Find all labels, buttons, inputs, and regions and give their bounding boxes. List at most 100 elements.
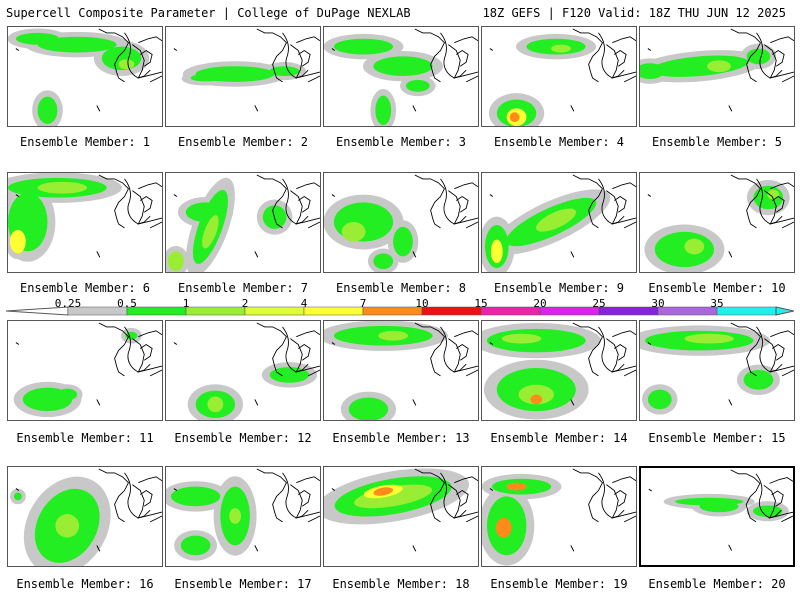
ensemble-member-panel[interactable] — [7, 320, 163, 421]
coastline — [763, 484, 782, 519]
map-mark — [96, 251, 101, 258]
coastline — [612, 365, 636, 373]
coastline — [282, 32, 297, 79]
ensemble-member-panel[interactable] — [7, 26, 163, 127]
map-mark — [331, 488, 336, 491]
coastline — [454, 330, 478, 338]
coastline — [296, 36, 320, 44]
member-map — [482, 174, 636, 272]
coastline — [132, 484, 151, 519]
coastline — [772, 343, 785, 361]
coastline — [612, 182, 636, 190]
scp-contour — [207, 396, 224, 413]
coastline — [769, 511, 793, 519]
scp-contour — [22, 387, 73, 412]
ensemble-member-panel[interactable] — [481, 26, 637, 127]
ensemble-member-panel[interactable] — [165, 466, 321, 567]
coastline — [414, 322, 445, 377]
member-label: Ensemble Member: 15 — [648, 431, 786, 445]
scp-contour — [551, 44, 571, 53]
map-mark — [254, 399, 259, 406]
member-map — [482, 468, 636, 566]
coastline — [448, 338, 467, 373]
coastline — [572, 322, 603, 377]
ensemble-member-panel[interactable] — [323, 466, 479, 567]
member-map — [324, 321, 478, 420]
ensemble-member-panel[interactable] — [165, 26, 321, 127]
scale-tick-label: 2 — [241, 297, 249, 310]
scp-contour — [378, 330, 408, 341]
map-mark — [570, 545, 575, 552]
ensemble-member-panel[interactable] — [323, 172, 479, 273]
map-mark — [570, 105, 575, 112]
coastline — [138, 182, 162, 190]
scp-contour — [15, 32, 60, 45]
member-label: Ensemble Member: 2 — [177, 135, 309, 149]
ensemble-member-panel[interactable] — [639, 466, 795, 567]
coastline — [756, 178, 771, 225]
ensemble-member-panel[interactable] — [7, 466, 163, 567]
coastline — [440, 32, 455, 79]
ensemble-member-panel[interactable] — [165, 172, 321, 273]
member-label: Ensemble Member: 14 — [490, 431, 628, 445]
map-mark — [412, 251, 417, 258]
coastline — [770, 71, 794, 79]
coastline — [307, 75, 320, 83]
scale-tick-label: 1 — [182, 297, 190, 310]
coastline — [296, 71, 320, 79]
coastline — [448, 44, 467, 79]
ensemble-member-panel[interactable] — [639, 320, 795, 421]
coastline — [598, 32, 613, 79]
ensemble-member-panel[interactable] — [481, 466, 637, 567]
coastline — [756, 32, 771, 79]
ensemble-member-panel[interactable] — [481, 172, 637, 273]
member-label: Ensemble Member: 1 — [19, 135, 151, 149]
coastline — [770, 36, 794, 44]
map-mark — [96, 399, 101, 406]
ensemble-member-panel[interactable] — [7, 172, 163, 273]
coastline — [614, 343, 627, 361]
map-mark — [15, 488, 20, 491]
coastline — [454, 476, 478, 484]
coastline — [132, 44, 151, 79]
coastline — [132, 338, 151, 373]
coastline — [606, 44, 625, 79]
coastline — [298, 49, 311, 67]
scp-contour — [202, 215, 219, 249]
map-mark — [412, 545, 417, 552]
coastline — [612, 71, 636, 79]
coastline — [307, 369, 320, 377]
coastline — [138, 511, 162, 519]
scp-contour — [180, 535, 211, 556]
coastline — [98, 322, 129, 377]
scp-contour — [647, 389, 672, 410]
ensemble-member-panel[interactable] — [323, 320, 479, 421]
coastline — [614, 49, 627, 67]
member-map — [482, 322, 636, 420]
map-mark — [15, 342, 20, 345]
coastline — [440, 472, 455, 519]
ensemble-member-panel[interactable] — [639, 26, 795, 127]
map-mark — [173, 194, 178, 197]
coastline — [572, 468, 603, 523]
coastline — [98, 28, 129, 83]
scp-contour — [767, 189, 780, 200]
coastline — [140, 343, 153, 361]
coastline — [781, 369, 794, 377]
coastline — [614, 195, 627, 213]
member-label: Ensemble Member: 9 — [493, 281, 625, 295]
ensemble-member-panel[interactable] — [323, 26, 479, 127]
ensemble-member-panel[interactable] — [481, 320, 637, 421]
coastline — [149, 221, 162, 229]
scale-right-tip — [775, 306, 794, 316]
coastline — [149, 369, 162, 377]
coastline — [138, 217, 162, 225]
member-label: Ensemble Member: 7 — [177, 281, 309, 295]
ensemble-member-panel[interactable] — [639, 172, 795, 273]
coastline — [772, 195, 785, 213]
coastline — [781, 221, 794, 229]
scp-contour — [707, 60, 731, 73]
ensemble-member-panel[interactable] — [165, 320, 321, 421]
member-label: Ensemble Member: 3 — [335, 135, 467, 149]
map-mark — [254, 251, 259, 258]
